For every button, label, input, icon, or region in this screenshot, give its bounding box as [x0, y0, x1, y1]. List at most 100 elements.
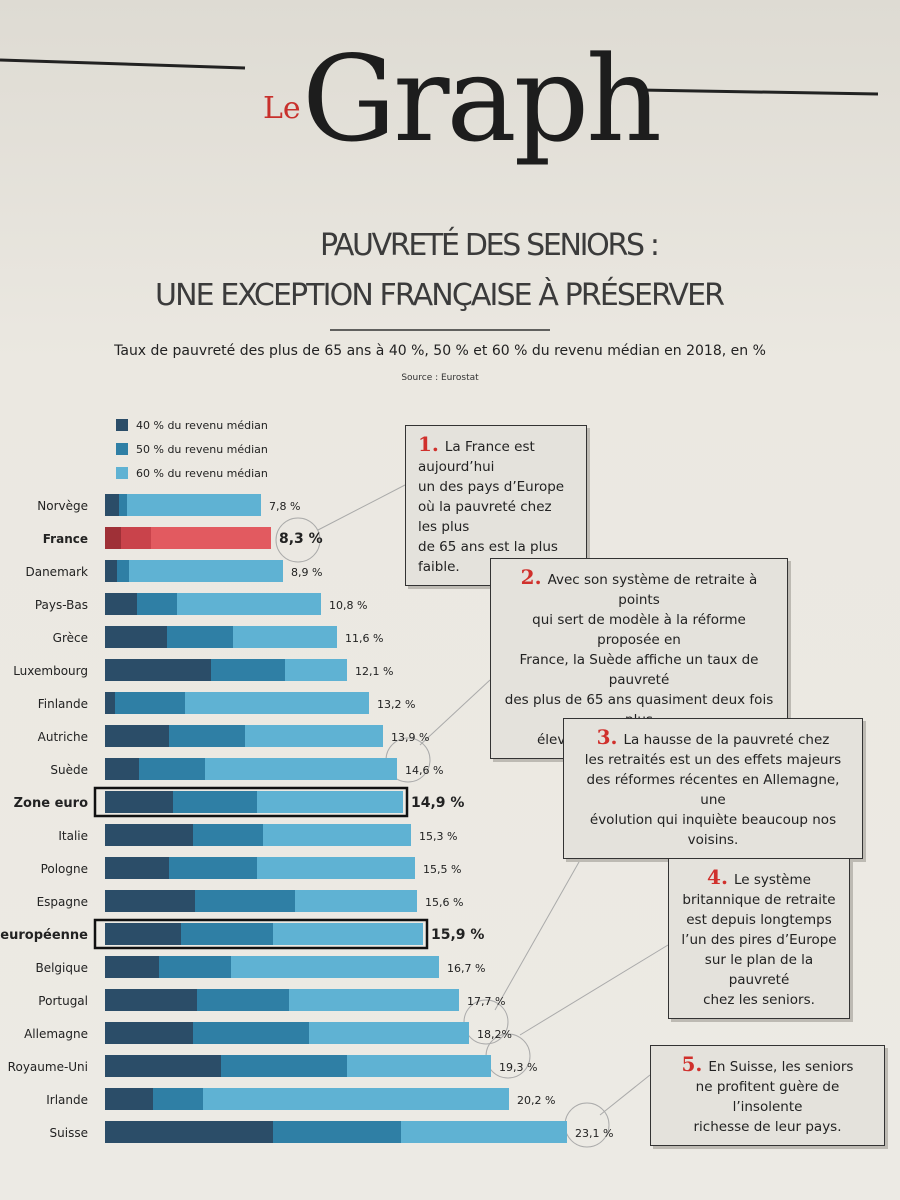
value-label: 15,3 % [419, 830, 457, 843]
y-tick-label: Suède [50, 763, 88, 777]
value-label: 16,7 % [447, 962, 485, 975]
callout: 5. En Suisse, les seniors ne profitent guè… [650, 1045, 885, 1146]
y-tick-label: Union européenne [0, 928, 88, 943]
value-label: 10,8 % [329, 599, 367, 612]
value-label: 17,7 % [467, 995, 505, 1008]
bar [105, 890, 195, 912]
y-tick-label: Royaume-Uni [8, 1060, 88, 1074]
bar [105, 791, 173, 813]
callout-number: 2. [520, 565, 542, 589]
callout-text: En Suisse, les seniors [708, 1059, 854, 1075]
callout-text: britannique de retraite [682, 892, 836, 908]
y-tick-label: Pologne [41, 862, 88, 876]
chart-title: PAUVRETÉ DES SENIORS : [320, 227, 660, 263]
callout-number: 5. [681, 1052, 703, 1076]
bar [105, 560, 117, 582]
legend-swatch [116, 443, 128, 455]
value-label: 12,1 % [355, 665, 393, 678]
bar [105, 923, 181, 945]
bar [105, 824, 193, 846]
y-tick-label: Finlande [38, 697, 88, 711]
callout-text: est depuis longtemps [686, 912, 832, 928]
bar [105, 527, 121, 549]
y-tick-label: Norvège [37, 499, 88, 513]
value-label: 14,6 % [405, 764, 443, 777]
callout-text: de 65 ans est la plus faible. [418, 539, 558, 575]
y-tick-label: Portugal [38, 994, 88, 1008]
source: Source : Eurostat [401, 373, 479, 383]
callout: 3. La hausse de la pauvreté chez les retra… [563, 718, 863, 859]
callout-text: l’un des pires d’Europe [681, 932, 837, 948]
box-outline [93, 786, 409, 818]
callout-text: des réformes récentes en Allemagne, une [586, 772, 840, 808]
y-tick-label: Pays-Bas [35, 598, 88, 612]
bar [105, 692, 115, 714]
legend-label: 50 % du revenu médian [136, 443, 268, 456]
callout-text: un des pays d’Europe [418, 479, 565, 495]
value-label: 11,6 % [345, 632, 383, 645]
y-tick-label: Belgique [35, 961, 88, 975]
legend-label: 40 % du revenu médian [136, 419, 268, 432]
value-label: 15,9 % [431, 927, 484, 943]
y-tick-label: France [43, 532, 88, 546]
legend-swatch [116, 467, 128, 479]
bar [105, 1121, 273, 1143]
subtitle: Taux de pauvreté des plus de 65 ans à 40… [113, 343, 766, 359]
bar [105, 659, 211, 681]
y-tick-label: Italie [58, 829, 88, 843]
y-tick-label: Autriche [38, 730, 88, 744]
callout-number: 1. [418, 432, 439, 456]
bar [105, 857, 169, 879]
y-tick-label: Suisse [50, 1126, 88, 1140]
callout-text: La France est aujourd’hui [418, 439, 535, 475]
bar [105, 593, 137, 615]
callout-text: Le système [733, 872, 811, 888]
bar [105, 1088, 509, 1110]
callout-text: qui sert de modèle à la réforme proposée… [532, 612, 746, 648]
bar [105, 1022, 193, 1044]
y-tick-label: Grèce [53, 631, 88, 645]
value-label: 20,2 % [517, 1094, 555, 1107]
callout-text: Avec son système de retraite à points [547, 572, 758, 608]
bar [105, 626, 167, 648]
bar [105, 725, 169, 747]
callout-text: sur le plan de la pauvreté [704, 952, 814, 988]
callout-text: France, la Suède affiche un taux de pauv… [519, 652, 759, 688]
callout-text: évolution qui inquiète beaucoup nos vois… [589, 812, 837, 848]
legend-label: 60 % du revenu médian [136, 467, 268, 480]
value-label: 14,9 % [411, 795, 464, 811]
callout-number: 4. [707, 865, 728, 889]
bar [105, 1055, 221, 1077]
value-label: 19,3 % [499, 1061, 537, 1074]
value-label: 18,2% [477, 1028, 512, 1041]
box-outline [93, 918, 429, 950]
y-tick-label: Danemark [25, 565, 88, 579]
masthead: Graph [302, 30, 662, 168]
callout: 4. Le système britannique de retraite est d… [668, 858, 850, 1019]
value-label: 13,2 % [377, 698, 415, 711]
y-tick-label: Luxembourg [13, 664, 88, 678]
y-tick-label: Allemagne [24, 1027, 88, 1041]
callout-text: ne profitent guère de l’insolente [695, 1079, 840, 1115]
y-tick-label: Irlande [46, 1093, 88, 1107]
callout-text: La hausse de la pauvreté chez [623, 732, 830, 748]
callout-number: 3. [596, 725, 618, 749]
value-label: 13,9 % [391, 731, 429, 744]
bar [105, 956, 159, 978]
bar [105, 1088, 153, 1110]
legend-swatch [116, 419, 128, 431]
kicker: Le [263, 91, 301, 126]
bar [105, 494, 119, 516]
chart-title: UNE EXCEPTION FRANÇAISE À PRÉSERVER [155, 277, 725, 313]
value-label: 8,9 % [291, 566, 322, 579]
value-label: 8,3 % [279, 531, 323, 547]
callout-text: les retraités est un des effets majeurs [584, 752, 842, 768]
bar [105, 692, 185, 714]
bar [105, 758, 139, 780]
rule [639, 88, 879, 96]
value-label: 15,5 % [423, 863, 461, 876]
callout-text: où la pauvreté chez les plus [418, 499, 552, 535]
bar [105, 494, 261, 516]
value-label: 15,6 % [425, 896, 463, 909]
